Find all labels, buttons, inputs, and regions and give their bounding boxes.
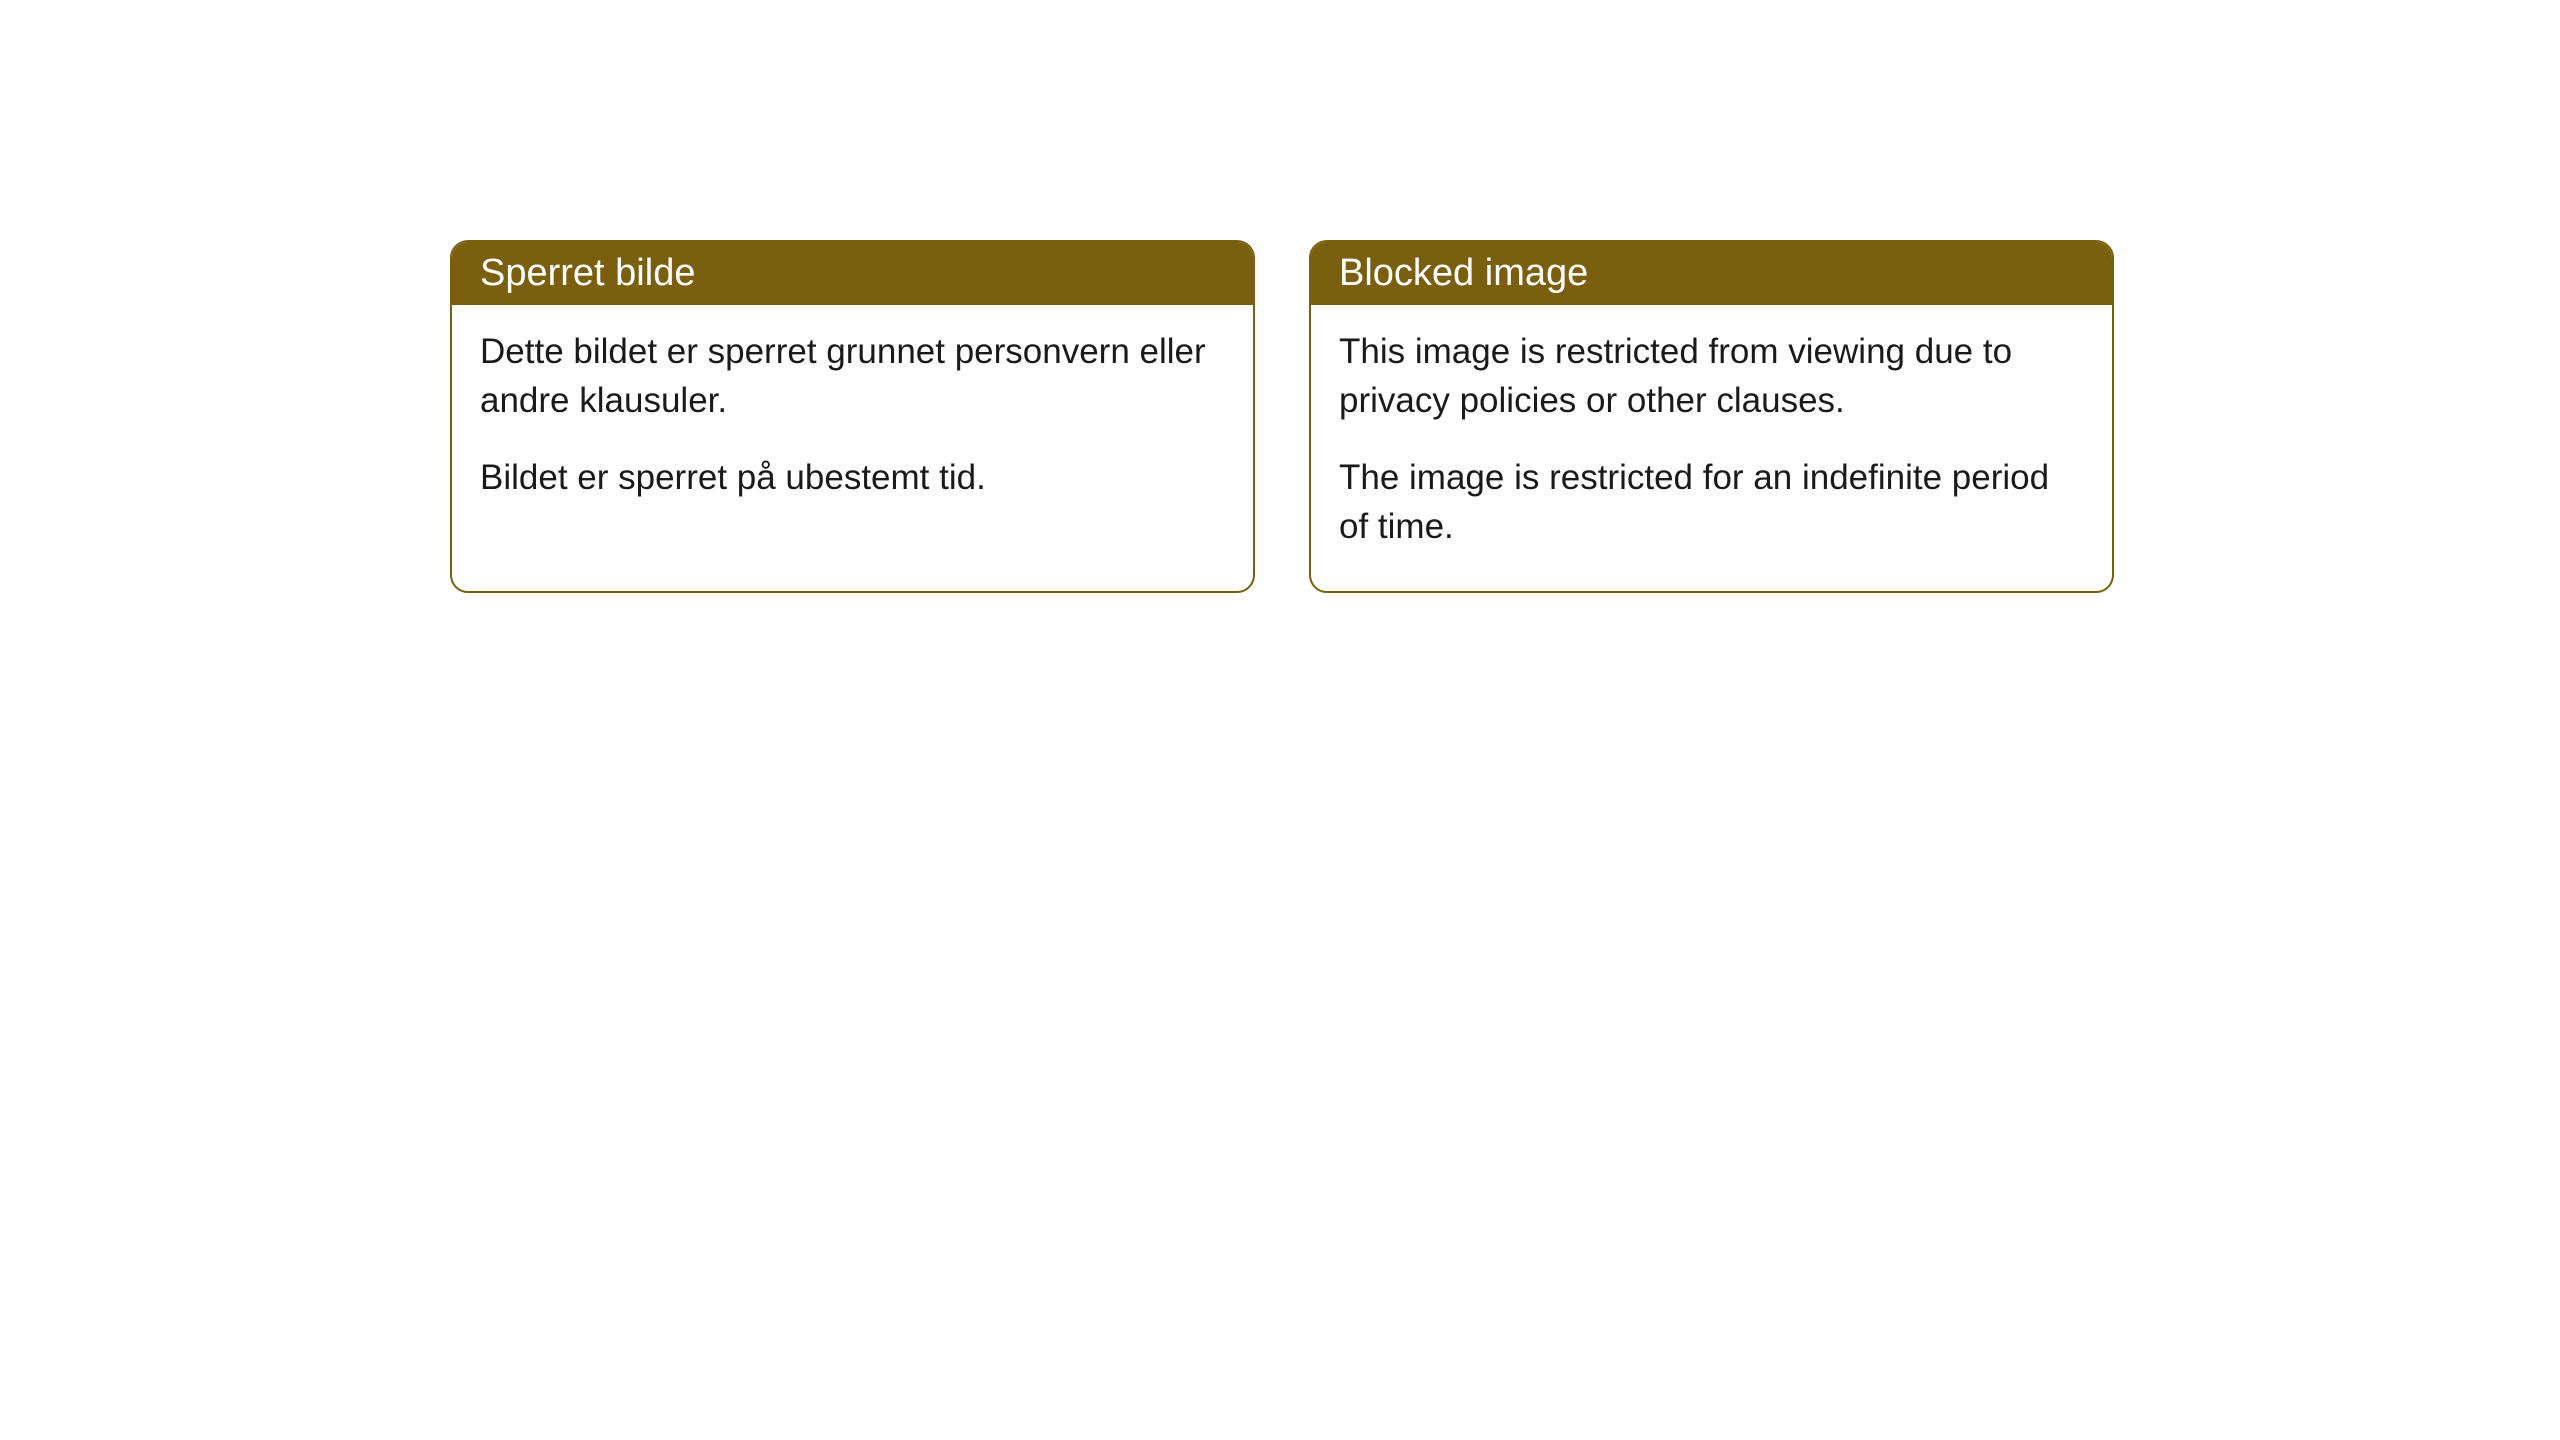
notice-paragraph: Bildet er sperret på ubestemt tid. [480,453,1225,502]
notice-card-english: Blocked image This image is restricted f… [1309,240,2114,593]
notice-header: Blocked image [1311,242,2112,305]
notice-body: Dette bildet er sperret grunnet personve… [452,305,1253,542]
notice-title: Blocked image [1339,252,1588,294]
notice-header: Sperret bilde [452,242,1253,305]
notice-paragraph: This image is restricted from viewing du… [1339,327,2084,425]
notice-paragraph: Dette bildet er sperret grunnet personve… [480,327,1225,425]
notice-paragraph: The image is restricted for an indefinit… [1339,453,2084,551]
notice-title: Sperret bilde [480,252,695,294]
notice-body: This image is restricted from viewing du… [1311,305,2112,591]
notice-cards-container: Sperret bilde Dette bildet er sperret gr… [450,240,2114,593]
notice-card-norwegian: Sperret bilde Dette bildet er sperret gr… [450,240,1255,593]
